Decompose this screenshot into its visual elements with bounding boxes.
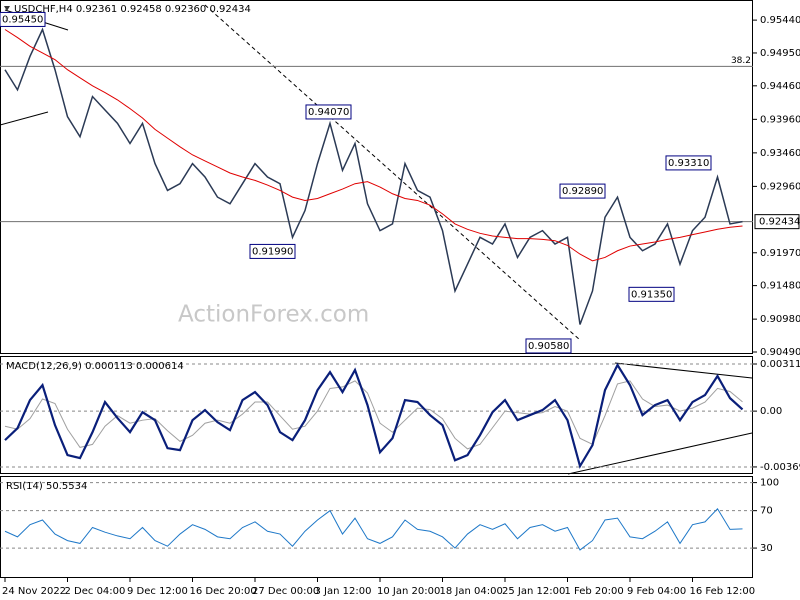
annotation-box (0, 11, 46, 27)
y-tick-label: 0.90490 (760, 347, 800, 358)
x-tick-label: 1 Feb 20:00 (565, 586, 624, 597)
y-tick-label: 0.91970 (760, 248, 800, 259)
level-label: 38.2 (731, 56, 751, 66)
y-tick-label: 100 (760, 478, 779, 489)
y-tick-label: 0.00 (760, 406, 782, 417)
series-line (4, 27, 743, 325)
y-tick-label: 70 (760, 506, 773, 517)
series-line (4, 507, 743, 551)
y-tick-label: -0.003693 (760, 462, 800, 473)
series-line (4, 29, 743, 262)
series-line (4, 380, 743, 450)
annotation-box (249, 243, 296, 259)
macd-trend-line (614, 362, 753, 379)
annotation-label: 0.95450 (2, 14, 43, 25)
x-tick-label: 24 Nov 2022 (2, 586, 66, 597)
macd-panel (0, 356, 753, 474)
annotation-label: 0.92890 (562, 186, 603, 197)
x-tick-label: 2 Dec 04:00 (65, 586, 126, 597)
annotation-label: 0.91990 (252, 246, 293, 257)
x-tick-label: 9 Feb 04:00 (627, 586, 686, 597)
annotation-label: 0.94070 (308, 107, 349, 118)
y-tick-label: 0.93960 (760, 114, 800, 125)
y-tick-label: 0.91480 (760, 281, 800, 292)
annotation-box (628, 286, 675, 302)
annotation-label: 0.91350 (631, 289, 672, 300)
x-tick-label: 9 Dec 12:00 (127, 586, 188, 597)
panel-title: RSI(14) 50.5534 (6, 481, 87, 492)
y-tick-label: 0.92960 (760, 181, 800, 192)
trend-line (204, 4, 581, 341)
panel-title: USDCHF,H4 0.92361 0.92458 0.92360 0.9243… (14, 4, 251, 15)
x-tick-label: 27 Dec 00:00 (252, 586, 319, 597)
y-tick-label: 0.003117 (760, 359, 800, 370)
price-box (754, 214, 800, 230)
y-tick-label: 0.94460 (760, 81, 800, 92)
annotation-box (665, 155, 712, 171)
annotation-box (525, 338, 572, 354)
panel-title: MACD(12,26,9) 0.000113 0.000614 (6, 361, 184, 372)
price-label: 0.92434 (759, 217, 800, 228)
x-tick-label: 10 Jan 20:00 (377, 586, 440, 597)
x-tick-label: 3 Jan 12:00 (315, 586, 372, 597)
annotation-box (559, 183, 606, 199)
menu-icon (4, 6, 10, 11)
annotation-label: 0.90580 (528, 341, 569, 352)
annotation-box (305, 104, 352, 120)
y-tick-label: 0.94950 (760, 48, 800, 59)
watermark: ActionForex.com (178, 302, 369, 328)
y-tick-label: 0.95440 (760, 15, 800, 26)
x-tick-label: 18 Jan 04:00 (440, 586, 503, 597)
y-tick-label: 0.90980 (760, 314, 800, 325)
y-tick-label: 0.93460 (760, 148, 800, 159)
macd-trend-line (567, 432, 753, 475)
channel-line (0, 111, 49, 126)
x-tick-label: 25 Jan 12:00 (502, 586, 565, 597)
price-panel (0, 0, 753, 354)
x-tick-label: 16 Feb 12:00 (690, 586, 756, 597)
series-line (4, 362, 744, 469)
annotation-label: 0.93310 (668, 158, 709, 169)
rsi-panel (0, 476, 753, 578)
y-tick-label: 30 (760, 543, 773, 554)
x-tick-label: 16 Dec 20:00 (190, 586, 257, 597)
